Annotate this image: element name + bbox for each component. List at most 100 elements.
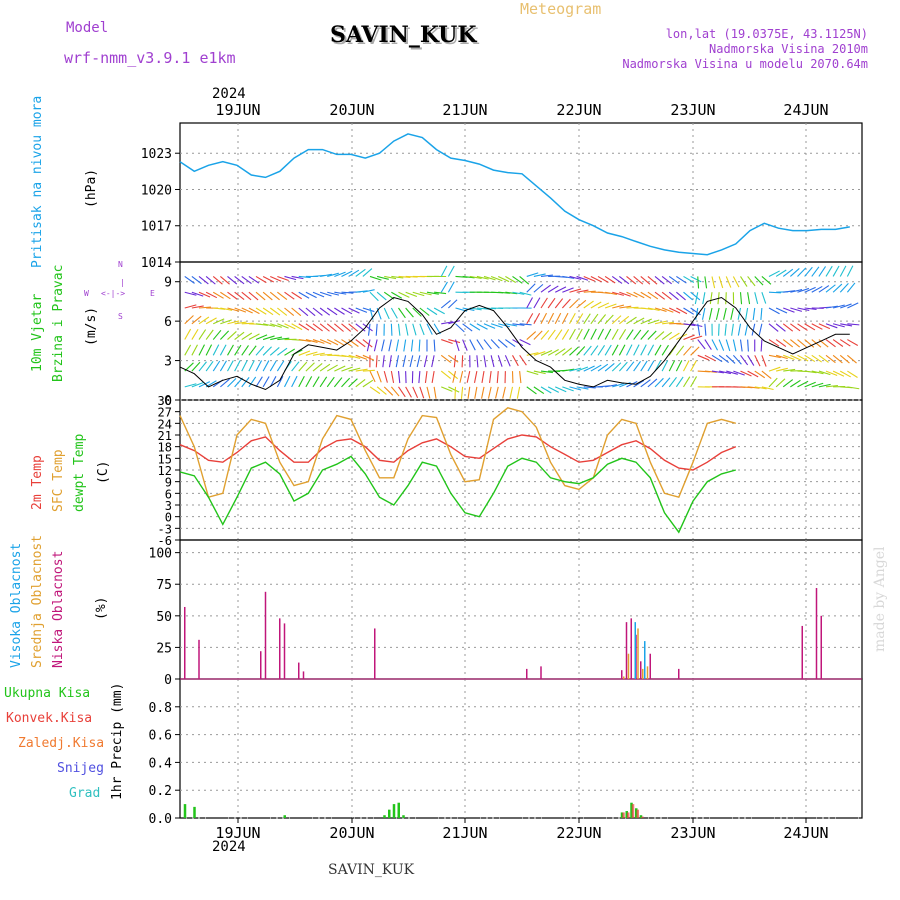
wind-arrow [694,292,699,305]
wind-arrow [375,355,378,368]
wind-arrow [498,275,510,283]
ytick-label-0-2: 1020 [141,183,172,198]
wind-arrow [369,275,382,281]
wind-arrow [205,317,217,325]
wind-arrow [384,275,397,280]
wind-arrow [270,275,282,282]
wind-arrow [825,305,838,309]
wind-arrow [434,291,447,295]
wind-arrow [683,334,695,341]
wind-arrow [597,344,606,356]
wind-arrow [604,314,614,325]
wind-arrow [391,291,403,299]
wind-arrow [540,312,548,325]
wind-arrow [683,307,694,315]
wind-arrow [198,344,205,356]
wind-arrow [269,360,277,372]
wind-arrow [847,386,860,390]
wind-arrow [775,339,787,348]
wind-arrow [320,353,333,356]
wind-arrow [547,297,556,309]
wind-arrow [487,386,492,399]
wind-arrow [234,307,247,313]
wind-arrow [626,306,639,309]
wind-arrow [319,376,328,388]
wind-arrow [633,276,644,285]
wind-arrow [509,386,514,399]
precip-total-bar [392,804,396,818]
wind-arrow [262,291,273,301]
wind-arrow [647,276,658,285]
precip-conv-bar [627,812,630,818]
wind-arrow [533,297,541,309]
wind-arrow [462,339,468,351]
wind-arrow [405,307,414,318]
precip-total-bar [402,815,405,818]
wind-arrow [732,276,740,288]
wind-arrow [383,307,390,320]
wind-arrow [846,282,856,293]
wind-arrow [790,339,801,348]
wind-arrow [804,354,816,363]
wind-arrow [737,307,742,320]
wind-arrow [241,291,252,301]
wind-arrow [505,323,518,327]
wind-arrow [711,354,723,363]
ytick-label-4-2: 0.4 [149,756,173,771]
wind-arrow [366,339,371,352]
wind-arrow [291,291,302,300]
wind-arrow [804,381,816,388]
wind-arrow [205,291,218,299]
wind-arrow [305,291,317,299]
temp-sfc-line [179,407,736,499]
ytick-label-3-1: 25 [156,641,172,656]
wind-arrow [390,307,398,319]
precip-conv-bar [622,812,625,818]
wind-compass-s: S [118,312,123,321]
ytick-label-2-6: 12 [158,464,172,478]
wind-arrow [561,329,570,340]
wind-arrow [184,328,192,340]
wind-arrow [483,355,487,368]
wind-arrow [754,355,761,367]
wind-arrow [611,344,619,356]
wind-arrow [732,354,742,365]
wind-arrow [832,339,844,347]
wind-arrow [640,291,652,299]
wind-arrow [675,360,683,372]
wind-arrow [661,360,669,372]
wind-arrow [298,275,311,279]
wind-arrow [747,370,759,378]
wind-arrow [319,291,332,297]
wind-arrow [725,354,736,364]
wind-arrow [576,299,587,309]
wind-arrow [783,307,795,313]
wind-arrow [448,354,459,363]
wind-arrow [676,307,688,315]
wind-arrow [454,386,457,399]
wind-speed-line [179,296,850,391]
wind-arrow [312,376,320,388]
wind-arrow [526,313,534,325]
wind-arrow [355,354,368,360]
day-label-top-5: 24JUN [783,101,828,119]
wind-arrow [618,329,627,340]
wind-arrow [369,370,376,383]
wind-arrow [690,346,700,356]
wind-arrow [732,339,737,352]
wind-arrow [611,315,622,325]
wind-arrow [431,370,435,384]
wind-arrow [494,386,499,399]
wind-arrow [376,275,389,280]
wind-arrow [440,370,452,379]
wind-arrow [453,355,457,368]
wind-arrow [640,307,653,310]
wind-arrow [561,298,571,309]
wind-arrow [348,367,361,372]
wind-arrow [526,297,533,309]
wind-arrow [611,276,623,284]
wind-arrow [362,339,373,348]
wind-arrow [369,291,379,302]
wind-arrow [373,339,378,352]
wind-arrow [597,363,609,372]
